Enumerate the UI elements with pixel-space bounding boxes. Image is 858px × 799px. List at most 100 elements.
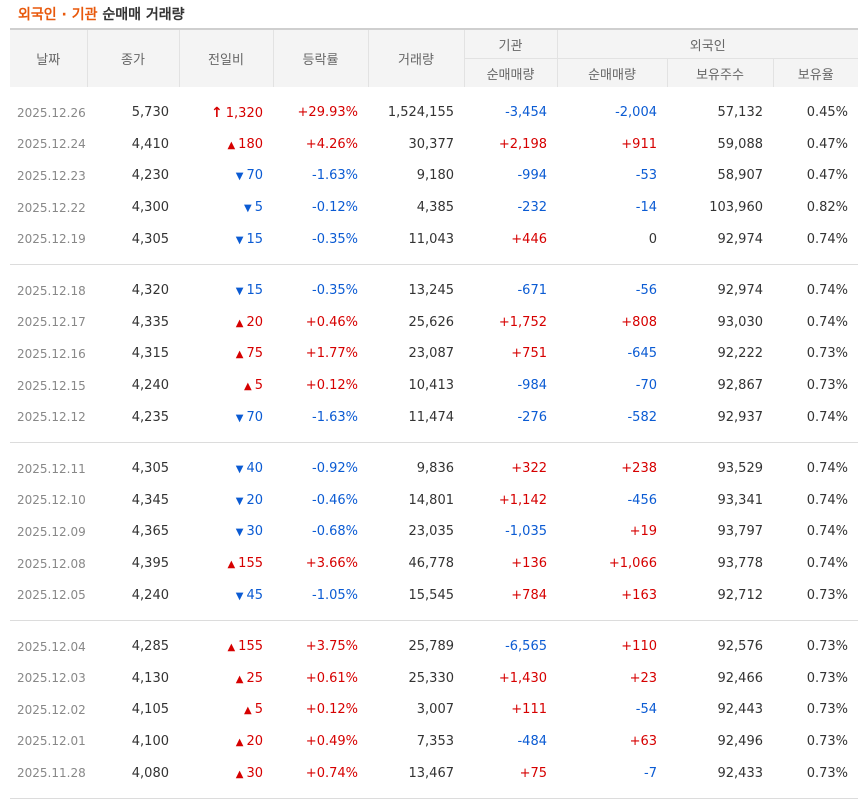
- volume-cell-value: 3,007: [416, 702, 454, 718]
- close-cell-value: 4,345: [131, 492, 169, 508]
- inst-net-cell-value: -1,035: [505, 524, 547, 540]
- triangle-down-icon: ▼: [235, 286, 244, 298]
- foreign-net-cell-value: -645: [627, 346, 657, 362]
- ratio-cell-value: 0.74%: [806, 492, 848, 508]
- col-close: 종가: [86, 28, 179, 87]
- rate-cell: +1.77%: [273, 338, 368, 370]
- volume-cell-value: 10,413: [408, 378, 455, 394]
- close-cell-value: 4,395: [131, 556, 169, 572]
- ratio-cell: 0.73%: [773, 726, 858, 758]
- holdings-cell: 93,030: [667, 307, 773, 339]
- change-cell: ▲ 155: [179, 631, 273, 663]
- close-cell: 4,315: [87, 338, 179, 370]
- foreign-net-cell: -14: [557, 192, 667, 224]
- inst-net-cell-value: +446: [511, 231, 547, 247]
- triangle-down-icon: ▼: [235, 171, 244, 183]
- triangle-up-icon: ▲: [227, 139, 236, 151]
- col-foreign-net: 순매매량: [556, 58, 667, 87]
- triangle-down-icon: ▼: [235, 495, 244, 507]
- ratio-cell: 0.73%: [773, 663, 858, 695]
- date-cell-value: 2025.12.11: [17, 461, 86, 476]
- rate-cell: -0.68%: [273, 516, 368, 548]
- col-change: 전일비: [178, 28, 273, 87]
- close-cell-value: 4,130: [131, 670, 169, 686]
- foreign-net-cell: +110: [557, 631, 667, 663]
- table-row: 2025.12.09 4,365 ▼ 30 -0.68% 23,035 -1,035 +19 9…: [10, 516, 858, 548]
- close-cell-value: 4,285: [131, 639, 169, 655]
- holdings-cell-value: 92,222: [717, 346, 764, 362]
- inst-net-cell: -1,035: [464, 516, 557, 548]
- rate-cell-value: -0.35%: [312, 231, 358, 247]
- date-cell: 2025.12.16: [10, 338, 87, 370]
- rate-cell-value: +0.74%: [305, 765, 358, 781]
- volume-cell-value: 13,245: [408, 283, 455, 299]
- change-cell: ▼ 70: [179, 160, 273, 192]
- change-cell: ▲ 25: [179, 663, 273, 695]
- ratio-cell-value: 0.73%: [806, 733, 848, 749]
- change-value: 30: [246, 524, 263, 540]
- ratio-cell-value: 0.45%: [806, 105, 848, 121]
- ratio-cell: 0.74%: [773, 307, 858, 339]
- close-cell: 4,300: [87, 192, 179, 224]
- inst-net-cell: -994: [464, 160, 557, 192]
- holdings-cell-value: 92,974: [717, 283, 764, 299]
- change-cell: ▼ 5: [179, 192, 273, 224]
- holdings-cell-value: 58,907: [717, 168, 764, 184]
- close-cell-value: 4,240: [131, 378, 169, 394]
- change-value: 70: [246, 168, 263, 184]
- change-value: 25: [246, 670, 263, 686]
- close-cell: 4,105: [87, 694, 179, 726]
- volume-cell: 25,789: [368, 631, 464, 663]
- close-cell-value: 4,305: [131, 231, 169, 247]
- change-value: 180: [238, 136, 263, 152]
- date-cell-value: 2025.12.08: [17, 556, 86, 571]
- ratio-cell: 0.74%: [773, 223, 858, 255]
- table-row: 2025.11.28 4,080 ▲ 30 +0.74% 13,467 +75 -7 92,43…: [10, 757, 858, 789]
- rate-cell-value: +4.26%: [305, 136, 358, 152]
- foreign-net-cell-value: +911: [621, 136, 657, 152]
- table-row: 2025.12.16 4,315 ▲ 75 +1.77% 23,087 +751 -645 92…: [10, 338, 858, 370]
- holdings-cell: 92,974: [667, 223, 773, 255]
- holdings-cell: 92,937: [667, 401, 773, 433]
- change-cell: ▲ 30: [179, 757, 273, 789]
- date-cell: 2025.12.19: [10, 223, 87, 255]
- holdings-cell: 92,433: [667, 757, 773, 789]
- date-cell: 2025.12.04: [10, 631, 87, 663]
- ratio-cell-value: 0.74%: [806, 283, 848, 299]
- volume-cell: 13,467: [368, 757, 464, 789]
- date-cell: 2025.12.08: [10, 548, 87, 580]
- inst-net-cell-value: +322: [511, 461, 547, 477]
- rate-cell-value: -0.35%: [312, 283, 358, 299]
- section-title: 외국인 · 기관 순매매 거래량: [18, 4, 185, 24]
- rate-cell: -0.92%: [273, 453, 368, 485]
- inst-net-cell: -484: [464, 726, 557, 758]
- close-cell-value: 4,315: [131, 346, 169, 362]
- inst-net-cell-value: +136: [511, 556, 547, 572]
- ratio-cell-value: 0.73%: [806, 702, 848, 718]
- inst-net-cell-value: -276: [517, 409, 547, 425]
- foreign-net-cell: -70: [557, 370, 667, 402]
- inst-net-cell-value: -232: [517, 200, 547, 216]
- change-cell: ▼ 70: [179, 401, 273, 433]
- close-cell: 4,345: [87, 485, 179, 517]
- foreign-net-cell: +63: [557, 726, 667, 758]
- date-cell: 2025.12.15: [10, 370, 87, 402]
- close-cell: 4,335: [87, 307, 179, 339]
- volume-cell: 11,043: [368, 223, 464, 255]
- close-cell: 4,395: [87, 548, 179, 580]
- change-value: 15: [246, 231, 263, 247]
- foreign-net-cell: +238: [557, 453, 667, 485]
- holdings-cell: 93,529: [667, 453, 773, 485]
- volume-cell: 7,353: [368, 726, 464, 758]
- triangle-up-icon: ▲: [244, 705, 252, 717]
- holdings-cell-value: 57,132: [717, 105, 764, 121]
- change-cell: ▼ 20: [179, 485, 273, 517]
- ratio-cell: 0.74%: [773, 485, 858, 517]
- rate-cell-value: +29.93%: [297, 105, 358, 121]
- volume-cell: 4,385: [368, 192, 464, 224]
- triangle-up-icon: ▲: [235, 317, 244, 329]
- volume-cell: 15,545: [368, 579, 464, 611]
- volume-cell-value: 11,474: [408, 409, 455, 425]
- rate-cell-value: +0.61%: [305, 670, 358, 686]
- ratio-cell: 0.74%: [773, 516, 858, 548]
